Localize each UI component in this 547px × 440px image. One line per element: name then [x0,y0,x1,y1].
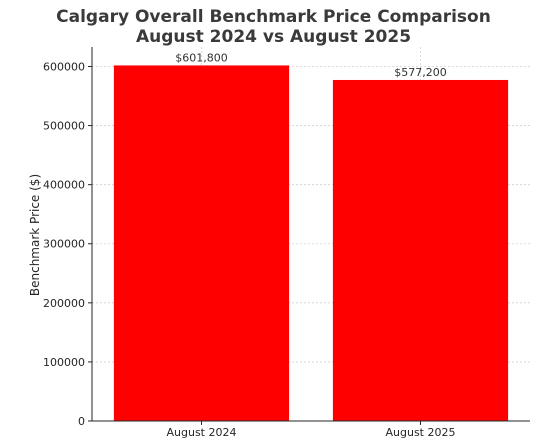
y-tick-label: 400000 [43,179,85,192]
axis-layer: 0 100000 200000 300000 400000 500000 600000 Aug… [43,47,530,439]
y-tick-label: 500000 [43,120,85,133]
bar [332,79,509,421]
bar [113,65,290,422]
x-tick-label: August 2025 [386,426,456,439]
chart-title-line1: Calgary Overall Benchmark Price Comparis… [56,7,491,27]
x-tick-label: August 2024 [167,426,237,439]
bar-value-label: $601,800 [175,51,228,64]
y-tick-label: 0 [78,415,85,428]
y-tick-label: 200000 [43,297,85,310]
bar-layer: $601,800 $577,200 [113,51,509,422]
y-axis-label: Benchmark Price ($) [28,174,42,296]
y-tick-label: 600000 [43,60,85,73]
bar-value-label: $577,200 [394,66,447,79]
chart-title-line2: August 2024 vs August 2025 [135,27,412,47]
y-tick-label: 100000 [43,356,85,369]
y-tick-label: 300000 [43,238,85,251]
